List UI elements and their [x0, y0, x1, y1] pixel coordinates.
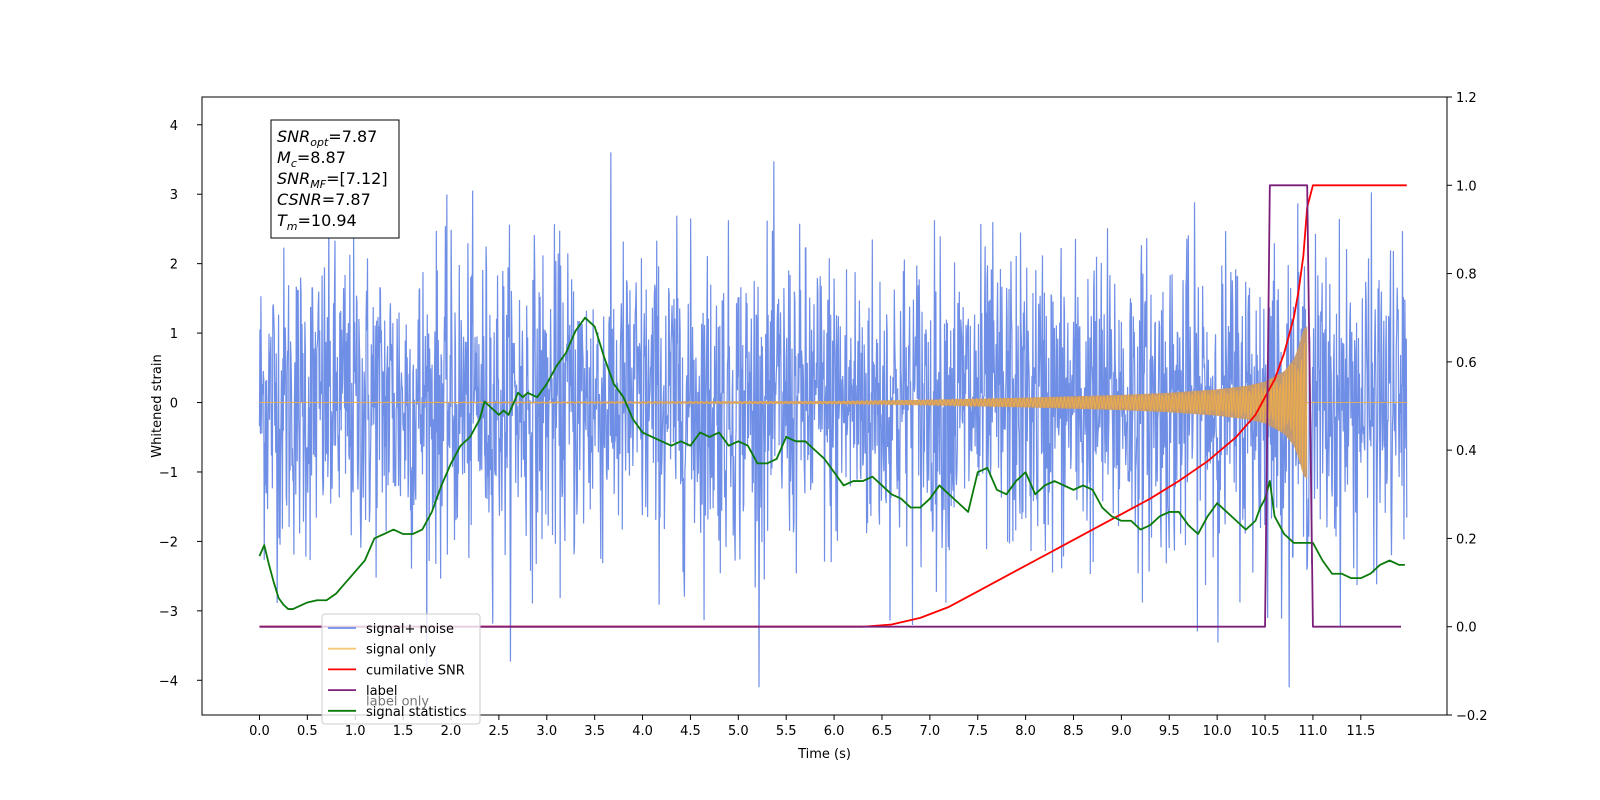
y-tick-label-left: −4 — [159, 674, 178, 689]
series-group — [258, 152, 1408, 688]
annotation-line: Tm=10.94 — [277, 211, 357, 233]
x-tick-label: 1.5 — [393, 724, 414, 739]
y-tick-label-right: 0.4 — [1456, 444, 1477, 459]
stats-annotation: SNRopt=7.87Mc=8.87SNRMF=[7.12]CSNR=7.87T… — [270, 119, 400, 239]
x-tick-label: 9.5 — [1159, 724, 1180, 739]
x-tick-label: 7.5 — [967, 724, 988, 739]
y-tick-label-right: 0.6 — [1456, 356, 1477, 371]
annotation-line: Mc=8.87 — [277, 148, 346, 170]
x-tick-label: 4.0 — [632, 724, 653, 739]
plot-area — [258, 152, 1408, 688]
series-cumulative-snr — [259, 184, 1407, 628]
annotation-subscript: MF — [310, 178, 326, 191]
x-tick-label: 0.5 — [297, 724, 318, 739]
annotation-symbol: SNR — [277, 169, 310, 188]
x-tick-label: 6.0 — [824, 724, 845, 739]
annotation-line: SNRopt=7.87 — [277, 127, 377, 149]
y-tick-label-left: 1 — [170, 327, 178, 342]
annotation-subscript: c — [291, 157, 297, 170]
x-tick-label: 4.5 — [680, 724, 701, 739]
y-axis-label-left: Whitened strain — [150, 354, 165, 457]
annotation-value: =[7.12] — [326, 169, 388, 188]
annotation-symbol: CSNR — [277, 190, 322, 209]
x-tick-label: 10.0 — [1203, 724, 1232, 739]
x-tick-label: 10.5 — [1251, 724, 1280, 739]
annotation-value: =8.87 — [297, 148, 346, 167]
x-tick-label: 0.0 — [249, 724, 270, 739]
annotation-symbol: SNR — [277, 127, 310, 146]
y-tick-label-right: 1.2 — [1456, 91, 1477, 106]
annotation-line: SNRMF=[7.12] — [277, 169, 388, 191]
x-tick-label: 2.0 — [441, 724, 462, 739]
legend-label: label — [366, 684, 397, 699]
annotation-subscript: opt — [310, 136, 329, 149]
x-tick-label: 7.0 — [920, 724, 941, 739]
annotation-line: CSNR=7.87 — [277, 190, 371, 209]
series-signal-only — [259, 343, 1407, 471]
x-tick-label: 9.0 — [1111, 724, 1132, 739]
axes: 0.0 0.5 1.0 1.5 2.0 2.5 3.0 3.5 4.0 4.5 5.0 5.5 6.0 6… — [159, 91, 1488, 739]
x-tick-label: 6.5 — [872, 724, 893, 739]
series-signal-only-envelope — [259, 326, 1308, 479]
legend: signal+ noise signal only cumilative SNR la… — [321, 613, 481, 725]
y-tick-label-left: 0 — [170, 397, 178, 412]
y-tick-label-right: −0.2 — [1456, 709, 1488, 724]
x-tick-label: 5.5 — [776, 724, 797, 739]
annotation-subscript: m — [287, 220, 298, 233]
legend-box — [321, 613, 481, 725]
annotation-symbol: T — [277, 211, 288, 230]
series-signal-statistics — [258, 316, 1405, 610]
y-tick-label-left: −1 — [159, 466, 178, 481]
y-tick-label-right: 0.8 — [1456, 268, 1477, 283]
y-tick-label-right: 0.0 — [1456, 621, 1477, 636]
annotation-symbol: M — [277, 148, 291, 167]
y-tick-label-left: 2 — [170, 258, 178, 273]
x-tick-label: 1.0 — [345, 724, 366, 739]
y-tick-label-left: −3 — [159, 605, 178, 620]
x-tick-label: 8.0 — [1015, 724, 1036, 739]
y-tick-label-left: −2 — [159, 535, 178, 550]
annotation-value: =7.87 — [328, 127, 377, 146]
x-tick-label: 3.0 — [536, 724, 557, 739]
legend-label: signal+ noise — [366, 622, 454, 637]
x-tick-label: 3.5 — [584, 724, 605, 739]
legend-label: signal statistics — [366, 705, 467, 720]
annotation-value: =10.94 — [298, 211, 357, 230]
legend-label: signal only — [366, 643, 436, 658]
annotation-box — [270, 119, 400, 239]
series-label — [259, 184, 1402, 628]
plot-frame — [201, 96, 1448, 716]
x-tick-label: 11.5 — [1346, 724, 1375, 739]
annotation-value: =7.87 — [322, 190, 371, 209]
x-tick-label: 11.0 — [1298, 724, 1327, 739]
series-signal-noise — [258, 152, 1408, 688]
legend-label-occluded: label only — [366, 694, 429, 709]
y-tick-label-right: 1.0 — [1456, 179, 1477, 194]
y-tick-label-right: 0.2 — [1456, 532, 1477, 547]
x-tick-label: 8.5 — [1063, 724, 1084, 739]
x-tick-label: 5.0 — [728, 724, 749, 739]
x-tick-label: 2.5 — [489, 724, 510, 739]
x-axis-label: Time (s) — [797, 747, 851, 762]
legend-label: cumilative SNR — [366, 663, 465, 678]
y-tick-label-left: 4 — [170, 119, 178, 134]
y-tick-label-left: 3 — [170, 188, 178, 203]
